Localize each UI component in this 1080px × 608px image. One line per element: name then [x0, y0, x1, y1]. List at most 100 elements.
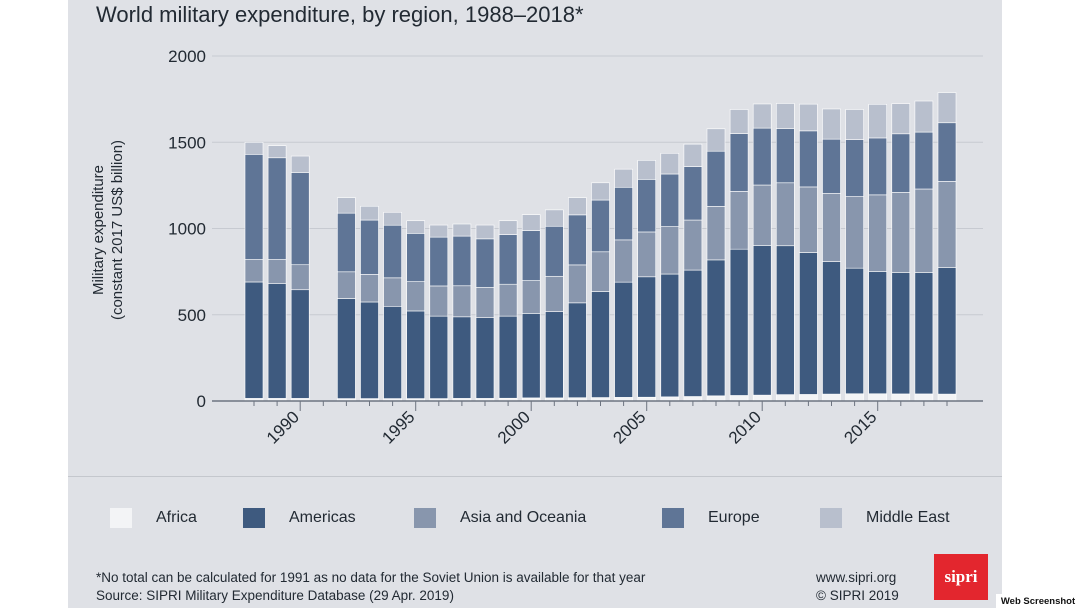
bar-europe-2003: [591, 199, 610, 253]
bar-europe-2011: [775, 128, 795, 184]
website-link[interactable]: www.sipri.org: [816, 570, 897, 585]
bar-europe-2010: [752, 127, 772, 186]
bar-middle-east-2018: [937, 92, 957, 124]
bar-asia-and-oceania-1998: [475, 287, 495, 318]
bar-africa-2013: [822, 393, 841, 402]
bar-americas-2001: [544, 311, 564, 399]
bar-asia-and-oceania-1993: [360, 274, 379, 303]
bar-asia-and-oceania-2017: [914, 188, 934, 273]
bar-asia-and-oceania-1989: [267, 259, 287, 284]
sipri-logo: sipri: [934, 554, 988, 600]
bar-europe-2006: [660, 173, 680, 227]
bar-americas-2002: [568, 302, 587, 399]
x-tick-label: 1995: [378, 407, 418, 447]
bar-asia-and-oceania-1990: [290, 264, 310, 291]
chart-title: World military expenditure, by region, 1…: [96, 2, 584, 27]
bar-africa-2014: [845, 393, 864, 402]
bar-middle-east-2001: [544, 209, 564, 227]
bar-middle-east-2011: [775, 103, 795, 129]
bar-middle-east-2014: [845, 109, 864, 140]
footnote: *No total can be calculated for 1991 as …: [96, 570, 646, 585]
bar-asia-and-oceania-1996: [429, 285, 449, 317]
bar-europe-2018: [937, 122, 957, 182]
source-note: Source: SIPRI Military Expenditure Datab…: [96, 588, 454, 603]
bar-americas-2013: [822, 261, 841, 395]
y-axis-label-line2: (constant 2017 US$ billion): [109, 140, 126, 320]
bar-americas-1997: [452, 316, 472, 399]
bar-europe-1999: [498, 234, 518, 285]
bar-middle-east-1988: [244, 141, 264, 155]
bar-europe-2013: [822, 138, 841, 194]
bar-asia-and-oceania-1995: [406, 281, 426, 312]
bar-americas-2010: [752, 245, 772, 396]
legend-item-asia-oceania: Asia and Oceania: [414, 508, 586, 528]
bar-americas-1995: [406, 310, 426, 399]
bar-middle-east-2005: [637, 160, 657, 180]
bar-americas-2016: [891, 272, 911, 395]
bar-europe-1990: [290, 172, 310, 266]
bar-americas-2007: [683, 269, 703, 397]
bar-americas-1993: [360, 301, 379, 399]
bar-europe-1993: [360, 219, 379, 275]
bar-middle-east-2009: [729, 109, 749, 134]
bar-europe-1994: [383, 224, 402, 279]
legend-item-africa: Africa: [110, 508, 197, 528]
bar-americas-1998: [475, 317, 495, 399]
bar-asia-and-oceania-2000: [521, 280, 541, 314]
bar-middle-east-2012: [799, 103, 818, 132]
legend-label-asia-oceania: Asia and Oceania: [460, 509, 587, 526]
bar-americas-2000: [521, 313, 541, 399]
bar-europe-2004: [614, 186, 633, 241]
bar-middle-east-2016: [891, 103, 911, 135]
x-tick-label: 1990: [263, 407, 303, 447]
legend-label-europe: Europe: [708, 509, 760, 526]
bar-middle-east-1994: [383, 211, 402, 226]
bar-americas-1990: [290, 289, 310, 399]
bar-middle-east-2003: [591, 182, 610, 201]
bar-asia-and-oceania-2009: [729, 191, 749, 250]
bar-middle-east-1992: [337, 197, 356, 214]
legend-swatch-americas: [243, 508, 265, 528]
y-tick-label: 1000: [168, 220, 206, 239]
y-tick-label: 0: [197, 392, 206, 411]
bar-europe-2002: [568, 214, 587, 266]
bar-asia-and-oceania-2016: [891, 192, 911, 273]
bar-americas-2004: [614, 281, 633, 398]
y-tick-label: 500: [178, 306, 206, 325]
bar-middle-east-2006: [660, 152, 680, 175]
bar-asia-and-oceania-2002: [568, 264, 587, 304]
web-screenshot-badge: Web Screenshot: [996, 594, 1080, 608]
bar-middle-east-1996: [429, 224, 449, 238]
bar-europe-1997: [452, 235, 472, 287]
bar-americas-2006: [660, 273, 680, 398]
bar-americas-1999: [498, 315, 518, 399]
legend-item-europe: Europe: [662, 508, 760, 528]
bar-europe-2008: [706, 150, 726, 207]
legend-item-middle-east: Middle East: [820, 508, 950, 528]
bar-americas-2008: [706, 259, 726, 397]
legend-swatch-asia-oceania: [414, 508, 436, 528]
bar-africa-2009: [729, 395, 749, 402]
bar-europe-2009: [729, 133, 749, 192]
y-tick-label: 2000: [168, 47, 206, 66]
legend-swatch-middle-east: [820, 508, 842, 528]
bar-europe-2012: [799, 130, 818, 188]
bar-americas-2012: [799, 252, 818, 395]
bar-asia-and-oceania-2007: [683, 219, 703, 271]
bar-asia-and-oceania-1999: [498, 283, 518, 317]
x-tick-label: 2005: [609, 407, 649, 447]
x-tick-label: 2000: [494, 407, 534, 447]
bar-europe-2016: [891, 133, 911, 193]
bar-asia-and-oceania-2001: [544, 275, 564, 312]
bar-europe-1992: [337, 212, 356, 273]
x-tick-label: 2015: [840, 407, 880, 447]
bar-americas-1992: [337, 298, 356, 399]
bar-asia-and-oceania-2015: [868, 194, 888, 272]
bar-middle-east-2002: [568, 197, 587, 216]
legend-label-middle-east: Middle East: [866, 509, 950, 526]
bar-asia-and-oceania-2013: [822, 193, 841, 262]
bar-middle-east-1995: [406, 220, 426, 234]
bar-middle-east-1998: [475, 224, 495, 240]
bar-africa-2012: [799, 394, 818, 402]
bar-africa-2015: [868, 393, 888, 402]
